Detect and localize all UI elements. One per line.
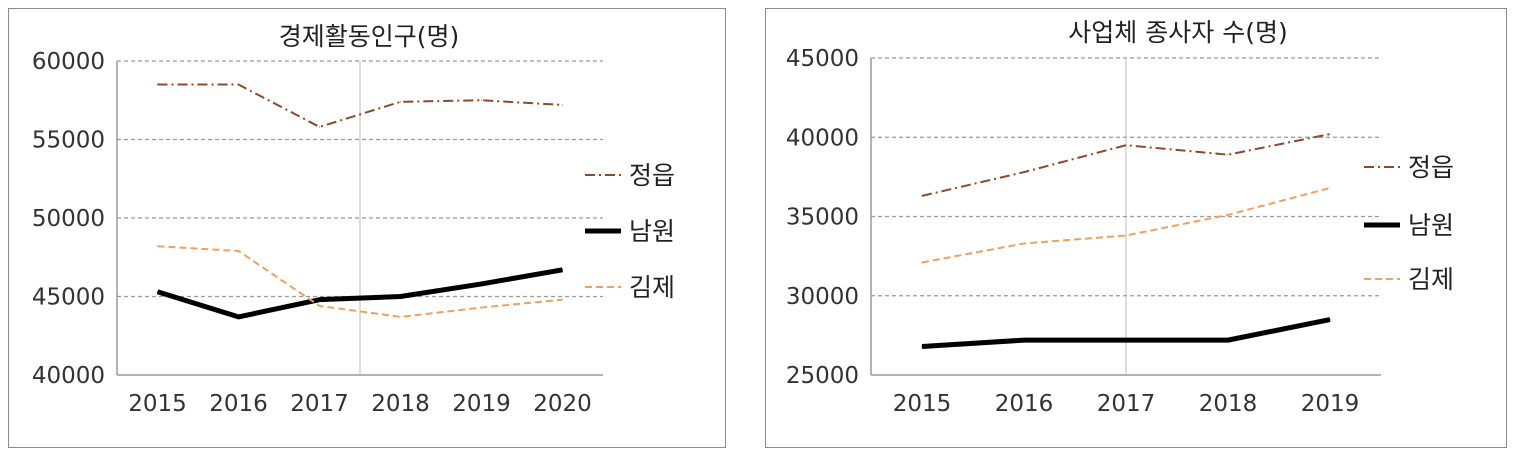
data-point (157, 245, 158, 247)
legend-label: 김제 (629, 273, 675, 302)
y-tick-label: 45000 (32, 285, 105, 311)
data-point (1125, 144, 1127, 146)
x-tick-label: 2015 (893, 391, 952, 417)
x-tick-label: 2018 (1199, 391, 1258, 417)
data-point (1227, 214, 1229, 216)
x-tick-label: 2019 (452, 391, 511, 417)
data-point (1329, 319, 1331, 321)
y-tick-label: 60000 (32, 49, 105, 75)
series-line (157, 83, 563, 128)
data-point (1329, 133, 1331, 135)
data-point (921, 345, 923, 347)
data-point (562, 104, 563, 106)
series-line (157, 245, 563, 318)
legend-label: 남원 (629, 217, 675, 246)
y-tick-label: 55000 (32, 128, 105, 154)
x-tick-label: 2017 (290, 391, 349, 417)
data-point (1023, 339, 1025, 341)
y-tick-label: 45000 (786, 46, 859, 72)
y-tick-label: 40000 (32, 363, 105, 389)
legend-label: 김제 (1408, 265, 1454, 294)
legend-label: 정읍 (629, 161, 675, 190)
data-point (921, 195, 923, 197)
data-point (1023, 242, 1025, 244)
x-tick-label: 2018 (371, 391, 430, 417)
y-tick-label: 35000 (786, 205, 859, 231)
data-point (319, 126, 320, 128)
data-point (921, 261, 923, 263)
data-point (157, 84, 158, 86)
data-point (1125, 339, 1127, 341)
data-point (238, 316, 239, 318)
data-point (157, 291, 158, 293)
data-point (238, 250, 239, 252)
legend-label: 정읍 (1408, 153, 1454, 182)
data-point (481, 306, 482, 308)
data-point (481, 99, 482, 101)
data-point (562, 269, 563, 271)
series-line (156, 267, 563, 320)
legend-label: 남원 (1408, 211, 1454, 240)
data-point (238, 84, 239, 86)
data-point (1125, 235, 1127, 237)
data-point (319, 299, 320, 301)
data-point (400, 316, 401, 318)
x-tick-label: 2016 (995, 391, 1054, 417)
x-tick-label: 2019 (1301, 391, 1360, 417)
chart-economically-active-population: 경제활동인구(명) 40000 45000 50000 55000 60000 2015 20… (32, 22, 675, 417)
chart-panel-business-employees: 사업체 종사자 수(명) 25000 30000 35000 40000 45000 201… (765, 8, 1507, 448)
y-tick-label: 25000 (786, 363, 859, 389)
data-point (481, 283, 482, 285)
series-line (921, 187, 1331, 264)
chart-business-employees: 사업체 종사자 수(명) 25000 30000 35000 40000 45000 201… (786, 18, 1454, 417)
chart-title: 경제활동인구(명) (279, 22, 460, 51)
series-line (921, 133, 1331, 197)
x-tick-label: 2017 (1097, 391, 1156, 417)
data-point (1329, 187, 1331, 189)
data-point (400, 101, 401, 103)
data-point (1023, 171, 1025, 173)
y-tick-label: 30000 (786, 284, 859, 310)
data-point (1227, 339, 1229, 341)
y-tick-label: 50000 (32, 206, 105, 232)
x-tick-label: 2020 (533, 391, 592, 417)
data-point (319, 305, 320, 307)
y-tick-label: 40000 (786, 125, 859, 151)
x-tick-label: 2016 (209, 391, 268, 417)
chart-title: 사업체 종사자 수(명) (1068, 18, 1287, 47)
data-point (400, 296, 401, 297)
data-point (1227, 154, 1229, 156)
x-tick-label: 2015 (128, 391, 187, 417)
data-point (562, 299, 563, 301)
chart-panel-economically-active-population: 경제활동인구(명) 40000 45000 50000 55000 60000 2015 20… (8, 8, 726, 448)
